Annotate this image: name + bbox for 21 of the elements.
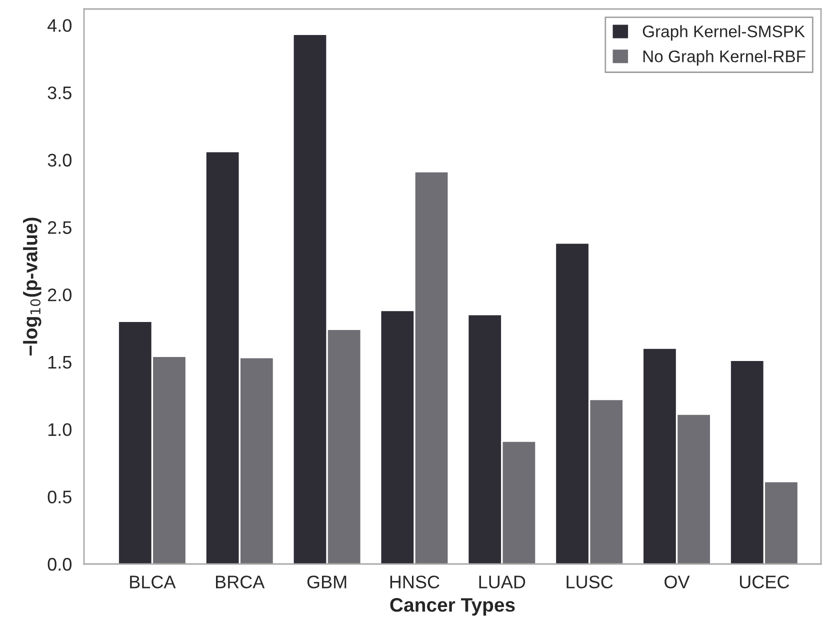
x-tick-label: BLCA [130,576,176,588]
legend-label: Graph Kernel-SMSPK [642,25,805,41]
y-tick-label: 4.0 [48,19,72,32]
x-tick-label: HNSC [390,576,440,588]
y-axis-title: −log$_{10}$(p-value) [23,218,42,356]
x-axis-title: Cancer Types [390,598,515,616]
x-tick-label: LUSC [566,576,613,588]
x-tick-label: LUAD [479,576,526,588]
x-tick-label: OV [664,576,690,588]
y-tick-label: 1.5 [48,356,72,369]
y-tick-label: 2.0 [48,288,72,302]
y-tick-label: 0.0 [48,558,72,571]
legend-label: No Graph Kernel-RBF [643,50,806,66]
x-tick-label: UCEC [740,576,790,588]
x-tick-label: BRCA [216,576,265,588]
y-tick-label: 1.0 [48,423,72,436]
x-tick-label: GBM [307,576,346,588]
y-tick-label: 3.0 [48,154,72,167]
y-tick-label: 2.5 [48,221,72,234]
y-tick-label: 0.5 [48,490,72,504]
y-tick-label: 3.5 [48,86,72,100]
